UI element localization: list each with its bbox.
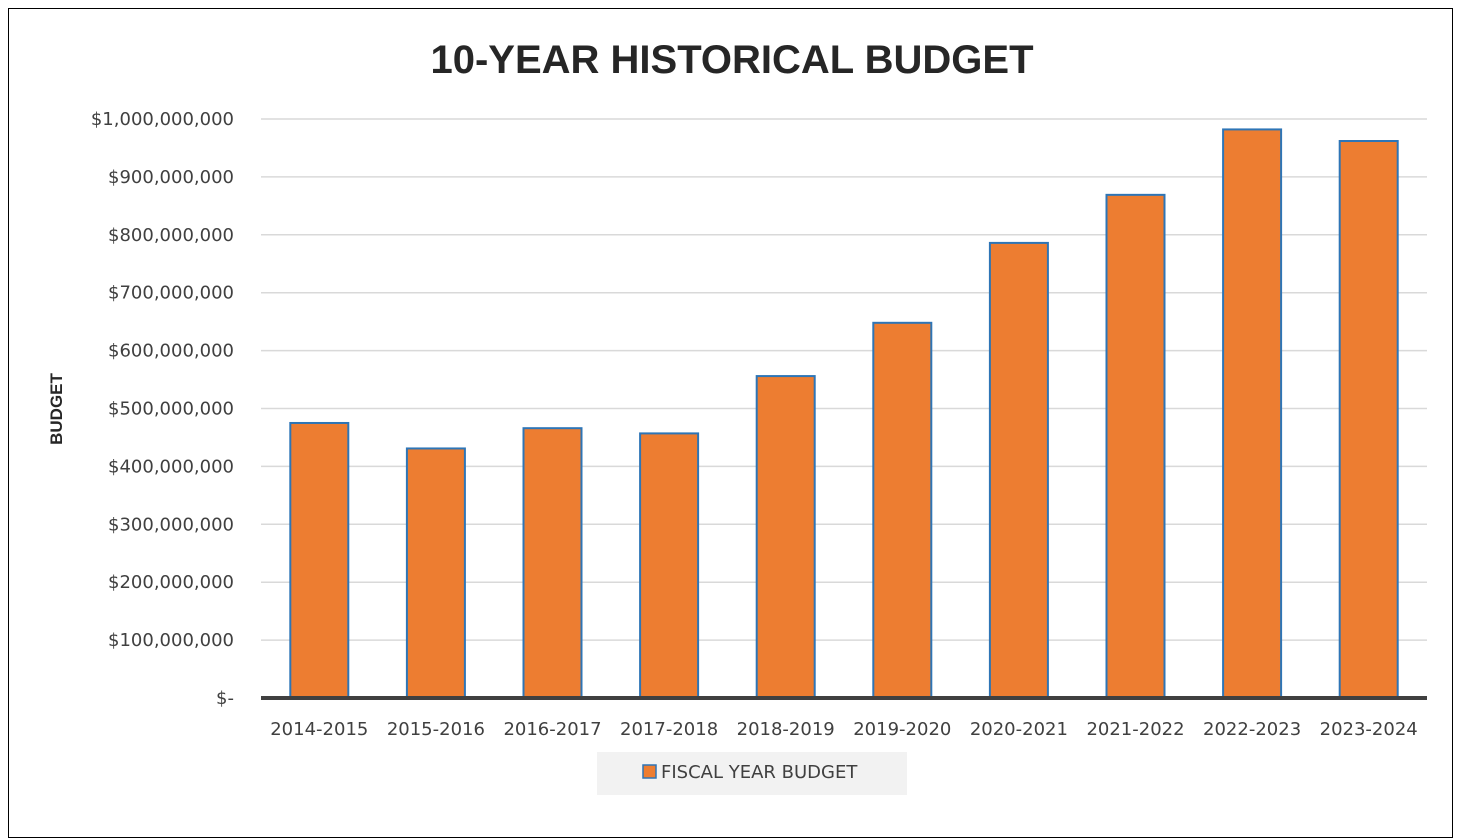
- bar-2020-2021: [988, 241, 1049, 699]
- bar-2018-2019: [755, 375, 816, 699]
- y-tick-label: $900,000,000: [108, 167, 234, 188]
- x-tick-label: 2017-2018: [620, 719, 718, 740]
- y-tick-label: $500,000,000: [108, 399, 234, 420]
- bar-2019-2020: [872, 321, 933, 699]
- x-tick-label: 2020-2021: [970, 719, 1068, 740]
- bar-2023-2024: [1338, 140, 1399, 699]
- bar-2015-2016: [405, 447, 466, 699]
- x-tick-label: 2014-2015: [270, 719, 368, 740]
- bar-2021-2022: [1105, 193, 1166, 699]
- x-tick-label: 2018-2019: [737, 719, 835, 740]
- x-tick-label: 2023-2024: [1320, 719, 1418, 740]
- y-tick-label: $400,000,000: [108, 456, 234, 477]
- legend-swatch: [642, 764, 657, 779]
- x-tick-labels: 2014-2015 2015-2016 2016-2017 2017-2018 2018…: [270, 719, 1418, 740]
- y-tick-label: $100,000,000: [108, 630, 234, 651]
- y-tick-label: $800,000,000: [108, 225, 234, 246]
- y-tick-label: $300,000,000: [108, 514, 234, 535]
- legend-label: FISCAL YEAR BUDGET: [661, 762, 858, 783]
- x-tick-label: 2022-2023: [1203, 719, 1301, 740]
- legend: FISCAL YEAR BUDGET: [597, 752, 907, 795]
- x-tick-label: 2016-2017: [503, 719, 601, 740]
- y-tick-label: $-: [216, 688, 234, 709]
- x-tick-label: 2015-2016: [387, 719, 485, 740]
- y-tick-label: $1,000,000,000: [91, 109, 234, 130]
- bars: [289, 128, 1399, 699]
- y-tick-label: $600,000,000: [108, 341, 234, 362]
- y-tick-label: $700,000,000: [108, 283, 234, 304]
- bar-2017-2018: [639, 432, 700, 699]
- y-axis-label: BUDGET: [47, 372, 66, 444]
- y-tick-label: $200,000,000: [108, 572, 234, 593]
- bar-chart: 10-YEAR HISTORICAL BUDGET BUDGET $- $100,…: [47, 38, 1427, 795]
- bar-2022-2023: [1222, 128, 1283, 699]
- y-tick-labels: $- $100,000,000 $200,000,000 $300,000,000 $4…: [91, 109, 234, 709]
- x-tick-label: 2019-2020: [853, 719, 951, 740]
- x-tick-label: 2021-2022: [1086, 719, 1184, 740]
- bar-2014-2015: [289, 421, 350, 699]
- chart-title: 10-YEAR HISTORICAL BUDGET: [430, 38, 1033, 82]
- bar-2016-2017: [522, 427, 583, 699]
